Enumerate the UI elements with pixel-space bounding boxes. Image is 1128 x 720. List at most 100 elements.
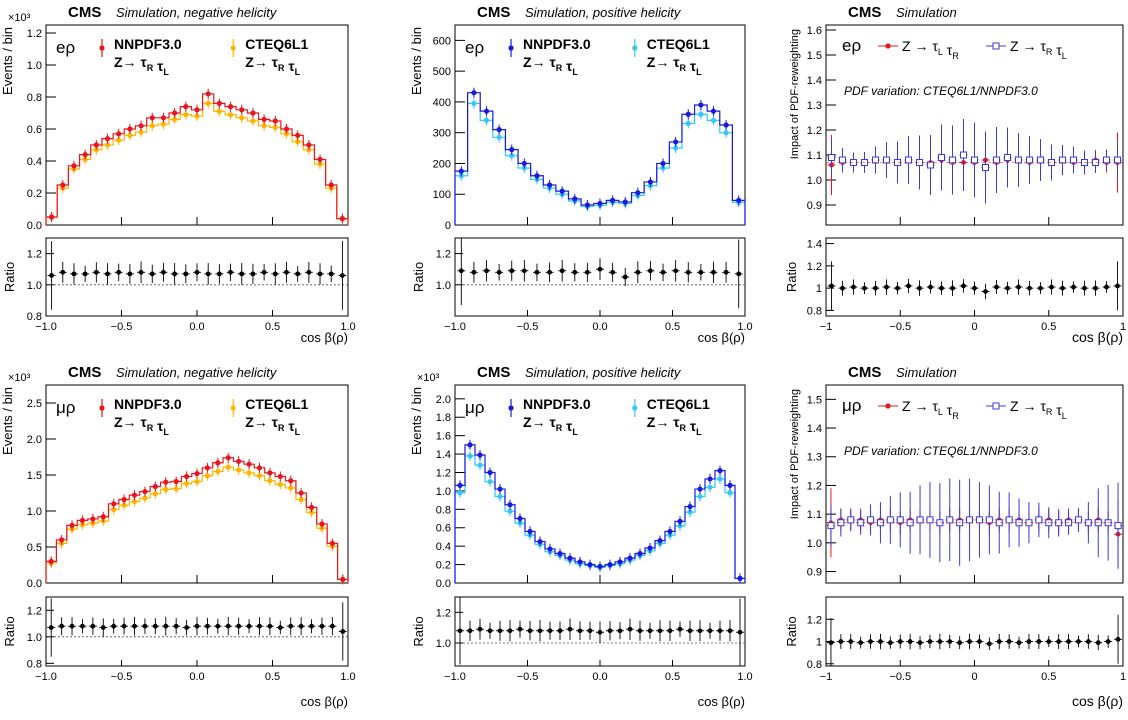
data-point	[467, 442, 473, 448]
data-point	[673, 139, 679, 145]
ratio-point	[517, 626, 523, 632]
data-point	[477, 462, 483, 468]
data-point	[149, 123, 155, 129]
data-point	[597, 563, 603, 570]
ratio-point	[497, 628, 503, 634]
ratio-point	[635, 269, 641, 275]
subtitle: Simulation, negative helicity	[116, 5, 278, 20]
ratio-point	[685, 269, 691, 275]
ratio-point	[1071, 284, 1076, 290]
x-tick-label: −0.5	[889, 671, 911, 683]
x-tick-label: 1.0	[340, 321, 355, 333]
data-point	[160, 121, 167, 127]
ratio-y-tick-label: 1.2	[436, 607, 451, 619]
data-point	[627, 555, 633, 561]
data-point	[272, 118, 278, 124]
ratio-y-tick-label: 1	[816, 283, 822, 295]
data-point	[116, 131, 122, 137]
data-point	[239, 115, 245, 121]
ratio-point	[340, 629, 346, 634]
data-point	[698, 111, 704, 117]
ratio-point	[340, 273, 345, 278]
data-point	[308, 504, 315, 510]
data-point	[673, 145, 679, 151]
ratio-point	[60, 269, 66, 275]
legend-marker	[992, 402, 1000, 410]
legend: eρ NNPDF3.0 Z→ τR τL CTEQ6L1 Z→ τR τL	[465, 36, 710, 77]
y-tick-label: 1.4	[807, 423, 822, 435]
x-axis-title: cos β(ρ)	[1072, 329, 1123, 345]
x-tick-label: −1	[820, 671, 833, 683]
ratio-point	[183, 271, 189, 277]
ratio-point	[677, 626, 683, 632]
data-point	[622, 199, 628, 205]
data-point-open	[827, 522, 835, 530]
cms-label: CMS	[68, 4, 101, 21]
data-point	[277, 473, 283, 480]
ratio-y-tick-label: 1.0	[27, 280, 42, 292]
ratio-point	[907, 639, 913, 644]
legend-process: Z→ τR τL	[647, 54, 702, 77]
x-tick-label: 0.0	[592, 321, 607, 333]
y-tick-label: 600	[433, 35, 451, 47]
data-point	[215, 468, 221, 474]
data-point	[517, 515, 523, 522]
data-point	[677, 518, 683, 524]
data-point	[138, 123, 144, 129]
data-point	[183, 481, 190, 487]
y-tick-label: 1.0	[807, 538, 822, 550]
data-point-open	[982, 164, 989, 171]
x-tick-label: 0.5	[665, 671, 680, 683]
ratio-point	[939, 285, 944, 291]
cms-label: CMS	[848, 4, 881, 21]
legend-marker	[508, 45, 514, 51]
legend-label: NNPDF3.0	[114, 36, 182, 52]
ratio-point	[1056, 639, 1062, 644]
y-tick-label: 0.6	[27, 124, 42, 136]
x-tick-label: 0.5	[265, 321, 280, 333]
data-point-open	[1070, 156, 1077, 164]
y-axis-title: Events / bin	[0, 27, 15, 95]
legend-process: Z→ τR τL	[523, 54, 578, 77]
data-point	[647, 545, 653, 551]
data-point-open	[867, 516, 875, 524]
data-point-open	[971, 156, 978, 164]
legend-label: NNPDF3.0	[523, 396, 591, 412]
x-tick-label: −0.5	[889, 321, 911, 333]
ratio-point	[298, 623, 304, 629]
y-tick-label: 0.9	[807, 200, 822, 212]
legend-process: Z→ τR τL	[523, 414, 578, 437]
data-point	[572, 196, 578, 202]
ratio-point	[467, 628, 473, 634]
data-point-open	[993, 156, 1000, 164]
data-point	[216, 108, 222, 114]
ratio-point	[225, 623, 231, 629]
data-point-open	[1037, 156, 1044, 164]
data-point	[707, 476, 713, 482]
channel-label: eρ	[842, 36, 861, 55]
ratio-point	[557, 628, 563, 634]
data-point-open	[975, 516, 983, 524]
y-tick-label: 300	[433, 128, 451, 140]
data-point	[487, 479, 493, 485]
data-point-open	[985, 516, 993, 524]
ratio-point	[111, 623, 117, 629]
cms-label: CMS	[477, 364, 510, 381]
data-point-open	[960, 151, 967, 159]
data-point	[507, 508, 513, 514]
x-tick-label: 1.0	[737, 671, 752, 683]
ratio-point	[572, 269, 578, 275]
data-point	[152, 483, 158, 490]
x-tick-label: 1	[1120, 671, 1126, 683]
data-point	[317, 156, 323, 162]
ratio-y-tick-label: 1.2	[27, 605, 42, 617]
ratio-point	[868, 639, 873, 644]
histogram-NNPDF3.0	[45, 93, 349, 225]
subtitle: Simulation, positive helicity	[525, 5, 682, 20]
ratio-point	[707, 628, 713, 634]
data-point	[697, 493, 703, 500]
subtitle: Simulation	[896, 5, 957, 20]
ratio-point	[487, 628, 493, 634]
ratio-point	[1027, 285, 1032, 291]
ratio-point	[559, 268, 565, 274]
